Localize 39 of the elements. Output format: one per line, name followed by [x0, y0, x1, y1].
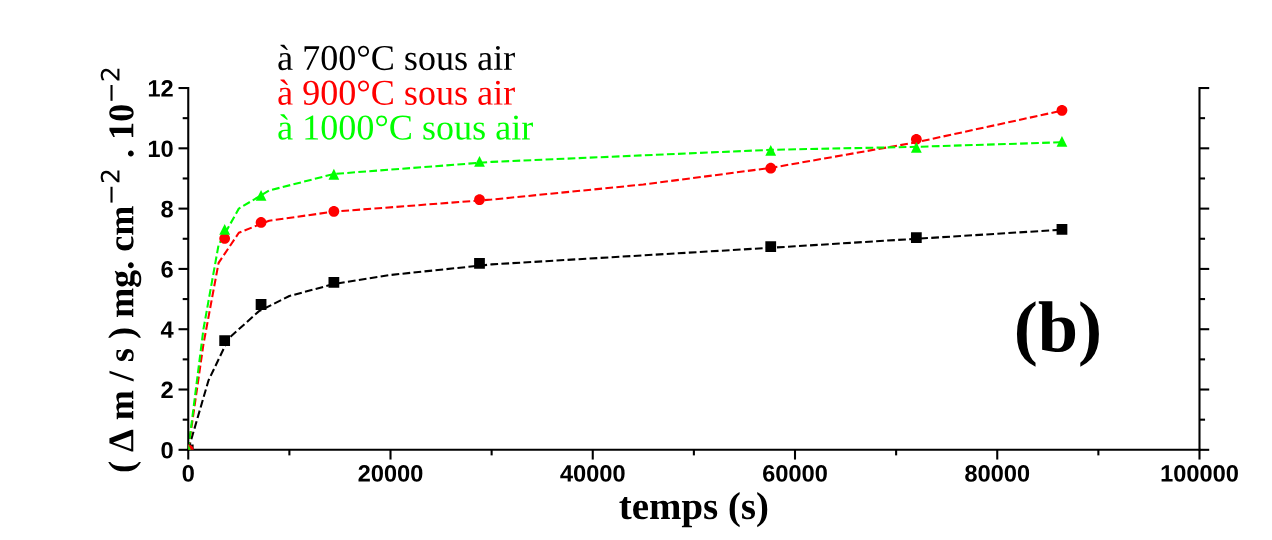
- point: [219, 224, 231, 235]
- text: à 900°C sous air: [278, 79, 515, 105]
- x-tick-label: 100000: [1161, 465, 1238, 482]
- text: à 700°C sous air: [278, 44, 515, 71]
- y-tick-label: 6: [161, 260, 173, 278]
- y-tick-label: 0: [161, 441, 173, 459]
- y-tick-label: 8: [161, 200, 173, 218]
- x-tick-label: 40000: [560, 465, 625, 482]
- x-axis-title: temps (s): [619, 491, 768, 528]
- point: [1056, 136, 1068, 147]
- point: [328, 168, 340, 180]
- series-label: à 1000°C sous air: [278, 114, 533, 140]
- x-tick-label: 80000: [965, 465, 1030, 482]
- point: [219, 335, 231, 347]
- x-tick-label: 20000: [358, 465, 423, 482]
- point: [328, 277, 340, 288]
- y-tick-label: 12: [148, 80, 173, 97]
- y-tick-label: 10: [148, 140, 173, 158]
- point: [474, 194, 485, 205]
- y-axis-title: ( Δ m / s ) mg. cm$^{−2}$ . 10$^{−2}$: [100, 68, 142, 472]
- point: [1056, 104, 1068, 116]
- point: [255, 299, 267, 310]
- point: [1056, 224, 1068, 235]
- point: [765, 241, 777, 252]
- annotation: (b): [1016, 301, 1099, 367]
- point: [765, 162, 777, 174]
- point: [910, 142, 922, 153]
- y-tick-label: 2: [161, 381, 173, 399]
- point: [255, 217, 267, 228]
- point: [255, 189, 267, 201]
- point: [910, 232, 922, 243]
- point: [474, 258, 485, 269]
- x-tick-label: 60000: [763, 465, 827, 482]
- x-tick-label: 0: [182, 465, 194, 482]
- point: [910, 133, 922, 145]
- point: [474, 155, 485, 167]
- point: [328, 205, 340, 217]
- point: [765, 145, 777, 156]
- y-tick-label: 4: [160, 321, 174, 338]
